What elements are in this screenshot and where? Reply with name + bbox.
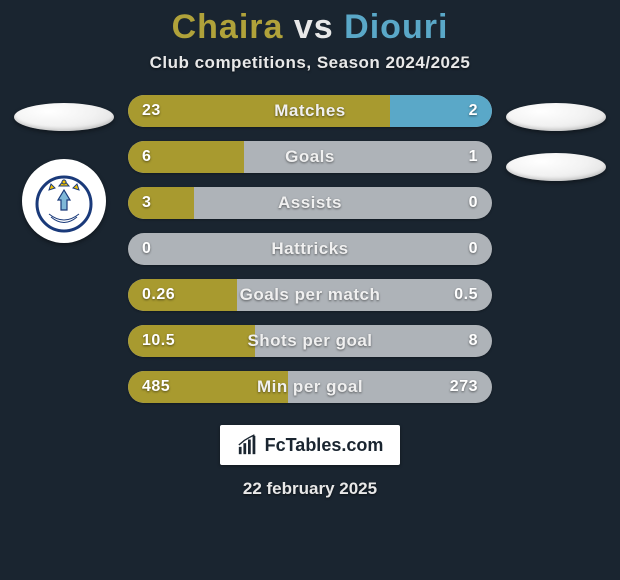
stat-bar: Matches23 2 (128, 95, 492, 127)
stat-value-left: 0.26 (142, 279, 175, 311)
stat-bar: Assists3 0 (128, 187, 492, 219)
subtitle: Club competitions, Season 2024/2025 (0, 53, 620, 73)
stat-value-right: 0 (469, 233, 478, 265)
stat-label: Shots per goal (128, 325, 492, 357)
stat-bar: Shots per goal10.5 8 (128, 325, 492, 357)
stat-value-right: 0.5 (454, 279, 478, 311)
stat-bar: Goals6 1 (128, 141, 492, 173)
content-container: Chaira vs Diouri Club competitions, Seas… (0, 0, 620, 580)
player2-name: Diouri (344, 8, 448, 46)
stats-bars: Matches232Goals61Assists30Hattricks00Goa… (124, 95, 496, 403)
stat-value-left: 485 (142, 371, 170, 403)
stat-bar: Goals per match0.26 0.5 (128, 279, 492, 311)
stat-value-left: 6 (142, 141, 151, 173)
right-column (496, 95, 616, 403)
left-column (4, 95, 124, 403)
player1-club-logo (22, 159, 106, 243)
stat-bar: Min per goal485 273 (128, 371, 492, 403)
stat-label: Min per goal (128, 371, 492, 403)
branding-text: FcTables.com (265, 435, 384, 456)
stat-label: Assists (128, 187, 492, 219)
stat-value-right: 0 (469, 187, 478, 219)
stat-label: Goals per match (128, 279, 492, 311)
stat-value-right: 8 (469, 325, 478, 357)
player1-badge-placeholder (14, 103, 114, 131)
stat-value-left: 23 (142, 95, 161, 127)
club-crest-icon (29, 166, 99, 236)
stat-value-right: 2 (469, 95, 478, 127)
stat-value-right: 1 (469, 141, 478, 173)
stat-value-right: 273 (450, 371, 478, 403)
main-row: Matches232Goals61Assists30Hattricks00Goa… (0, 95, 620, 403)
player2-badge-placeholder-1 (506, 103, 606, 131)
stat-value-left: 10.5 (142, 325, 175, 357)
branding-badge: FcTables.com (220, 425, 400, 465)
stat-bar: Hattricks0 0 (128, 233, 492, 265)
stat-label: Goals (128, 141, 492, 173)
stat-label: Matches (128, 95, 492, 127)
player2-badge-placeholder-2 (506, 153, 606, 181)
date-text: 22 february 2025 (0, 479, 620, 499)
chart-icon (237, 434, 259, 456)
stat-value-left: 3 (142, 187, 151, 219)
vs-text: vs (294, 8, 334, 46)
stat-value-left: 0 (142, 233, 151, 265)
player1-name: Chaira (172, 8, 284, 46)
comparison-title: Chaira vs Diouri (0, 8, 620, 47)
stat-label: Hattricks (128, 233, 492, 265)
